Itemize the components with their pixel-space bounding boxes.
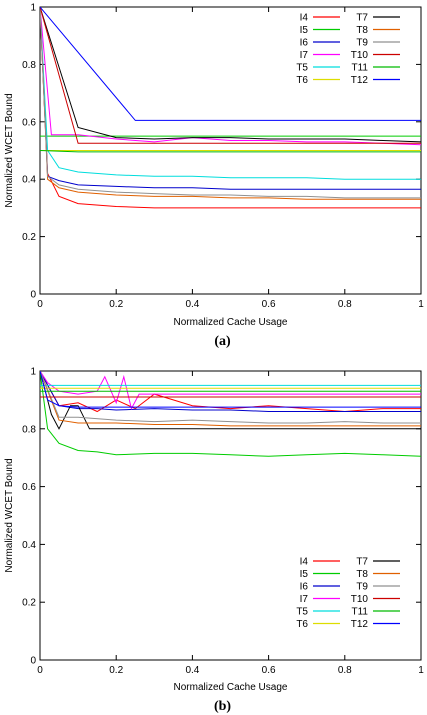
legend-label-i6: I6 [300,38,309,49]
legend-label-i4: I4 [300,13,309,24]
legend-label-t8: T8 [356,25,368,36]
chart-panel-1: 0 0.2 0.4 0.6 0.8 1 0 0.2 0.4 0.6 0.8 1 Normalized C… [4,3,424,350]
series-line-t5 [40,7,421,180]
y-tick-label: 0.2 [22,598,36,609]
y-axis-title: Normalized WCET Bound [4,93,15,207]
x-tick-label: 0.2 [109,299,123,310]
legend-label-i7: I7 [300,594,309,605]
y-tick-label: 0 [30,656,36,667]
legend-label-i7: I7 [300,50,309,61]
series-line-t9 [40,7,421,199]
x-tick-label: 0 [37,665,43,676]
y-tick-label: 1 [30,3,36,14]
legend-label-t6: T6 [296,75,308,86]
series-group [40,7,421,209]
series-line-i5 [40,371,421,457]
legend-label-i5: I5 [300,569,309,580]
legend-label-t10: T10 [351,50,369,61]
legend-label-t11: T11 [352,607,369,618]
series-line-t8 [40,371,421,427]
plot-frame [39,370,422,661]
y-tick-label: 0.2 [22,232,36,243]
series-line-i6 [40,371,421,412]
series-line-i4 [40,7,421,209]
legend-label-i5: I5 [300,25,309,36]
x-tick-label: 0.6 [262,665,276,676]
legend-label-t12: T12 [351,619,369,630]
x-axis-title: Normalized Cache Usage [174,682,288,693]
legend-label-t5: T5 [296,607,308,618]
legend-label-t8: T8 [356,569,368,580]
x-tick-label: 0.2 [109,665,123,676]
y-tick-label: 1 [30,367,36,378]
y-tick-label: 0.6 [22,482,36,493]
y-tick-label: 0.8 [22,60,36,71]
panel-label: (a) [214,334,231,349]
legend-label-t12: T12 [351,75,369,86]
legend-label-i4: I4 [300,557,309,568]
y-tick-label: 0.8 [22,424,36,435]
x-tick-label: 0.8 [338,665,352,676]
x-tick-label: 0.4 [185,299,199,310]
legend-label-t11: T11 [352,63,369,74]
legend-label-t5: T5 [296,63,308,74]
legend-label-t7: T7 [356,13,368,24]
series-line-t12 [40,7,421,121]
y-tick-label: 0.4 [22,175,36,186]
y-tick-label: 0.4 [22,540,36,551]
y-tick-label: 0.6 [22,117,36,128]
series-group [40,371,421,457]
x-tick-label: 0.8 [338,299,352,310]
x-axis-title: Normalized Cache Usage [174,317,288,328]
legend-label-i6: I6 [300,582,309,593]
series-line-t8 [40,7,421,200]
legend-label-t6: T6 [296,619,308,630]
series-line-t9 [40,371,421,424]
x-tick-label: 0 [37,299,43,310]
series-line-t12 [40,371,421,408]
y-axis-title: Normalized WCET Bound [4,458,15,572]
legend-label-t7: T7 [356,557,368,568]
legend-label-t10: T10 [351,594,369,605]
series-line-t11 [40,150,421,153]
x-tick-label: 1 [418,665,424,676]
series-line-t7 [40,7,421,143]
series-line-t7 [40,371,421,430]
x-tick-label: 0.4 [185,665,199,676]
series-line-t10 [40,7,421,144]
x-tick-label: 1 [418,299,424,310]
y-tick-label: 0 [30,290,36,301]
x-tick-label: 0.6 [262,299,276,310]
chart-panel-2: 0 0.2 0.4 0.6 0.8 1 0 0.2 0.4 0.6 0.8 1 Normalized C… [4,367,424,715]
legend-label-t9: T9 [356,582,368,593]
legend-label-t9: T9 [356,38,368,49]
panel-label: (b) [214,699,231,714]
series-line-i7 [40,7,421,146]
series-line-i7 [40,371,421,411]
series-line-i6 [40,7,421,190]
